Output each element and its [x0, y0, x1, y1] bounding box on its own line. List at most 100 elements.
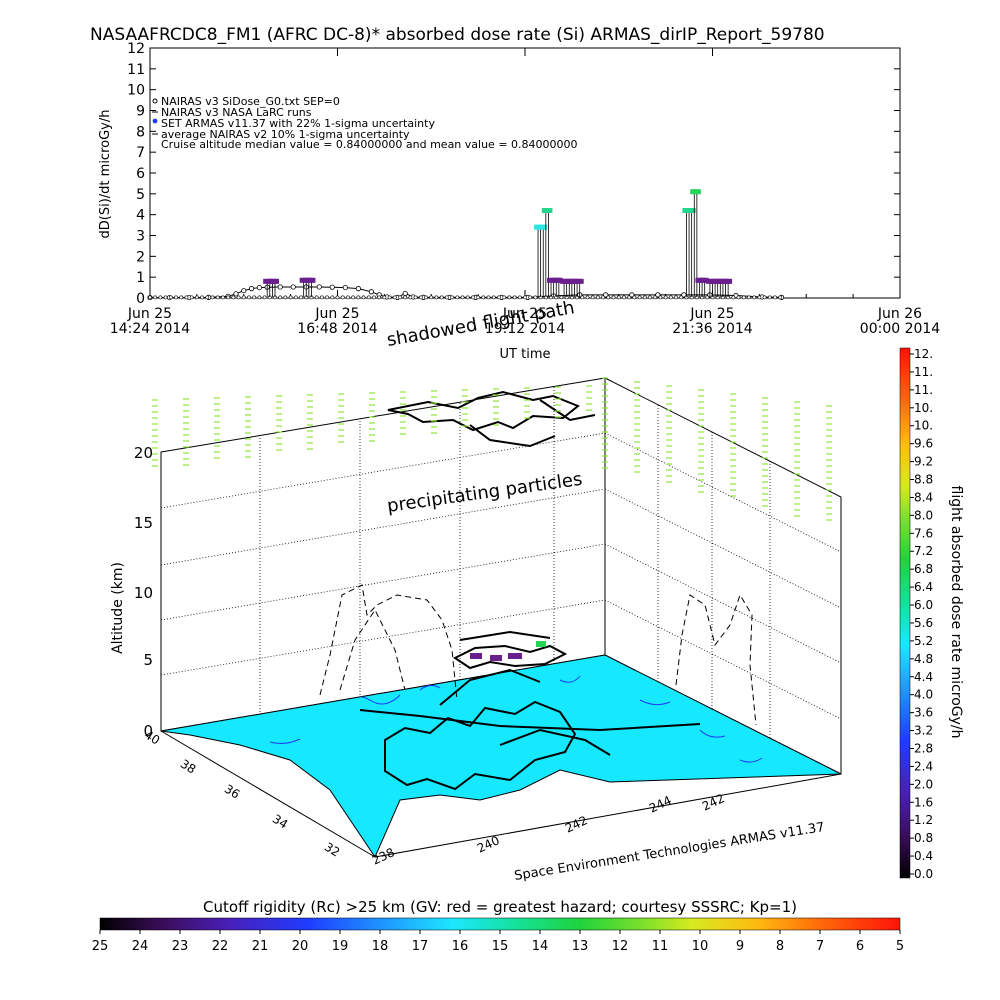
nairas-baseline-point	[200, 295, 204, 300]
colorbar-tick-label: 2.4	[914, 759, 933, 773]
colorbar-tick-label: 9.6	[914, 437, 933, 451]
colorbar-tick-label: 12	[612, 939, 629, 954]
nairas-point	[355, 286, 361, 292]
nairas-baseline-point	[377, 295, 382, 300]
x-tick-label: 16:48 2014	[297, 321, 378, 337]
nairas-baseline-point	[226, 295, 231, 300]
nairas-point	[402, 290, 408, 297]
colorbar-tick-label: 13	[572, 939, 589, 954]
colorbar-gradient	[899, 347, 911, 879]
nairas-baseline-point	[460, 295, 465, 300]
nairas-baseline-point	[179, 295, 184, 300]
legend-entry: average NAIRAS v2 10% 1-sigma uncertaint…	[161, 128, 410, 141]
nairas-point	[316, 284, 322, 290]
legend-entry: NAIRAS v3 NASA LaRC runs	[161, 106, 312, 119]
y-tick-label: 6	[136, 166, 145, 182]
legend-marker-armas	[152, 118, 158, 124]
colorbar-tick-label: 18	[372, 939, 389, 954]
nairas-baseline-point	[398, 295, 402, 300]
nairas-baseline-point	[658, 295, 663, 300]
nairas-baseline-point	[429, 295, 434, 300]
nairas-baseline-point	[361, 295, 366, 300]
chart-title: NASAAFRCDC8_FM1 (AFRC DC-8)* absorbed do…	[90, 25, 825, 45]
nairas-point	[329, 284, 335, 290]
nairas-baseline-point	[356, 295, 361, 300]
colorbar-tick-label: 12.	[914, 347, 933, 361]
nairas-baseline-point	[606, 295, 611, 300]
nairas-baseline-point	[585, 295, 590, 300]
legend-entry: SET ARMAS v11.37 with 22% 1-sigma uncert…	[161, 117, 435, 130]
nairas-baseline-point	[184, 295, 189, 300]
altitude-tick-label: 15	[134, 514, 153, 532]
nairas-baseline-point	[293, 295, 298, 300]
x-tick-label: 00:00 2014	[860, 321, 941, 337]
nairas-point	[681, 292, 687, 298]
nairas-baseline-point	[153, 295, 158, 300]
colorbar-tick-label: 9.2	[914, 455, 933, 469]
nairas-baseline-point	[507, 295, 512, 300]
armas-series	[263, 189, 733, 297]
colorbar-tick-label: 6.8	[914, 562, 933, 576]
nairas-baseline-point	[512, 295, 517, 300]
nairas-baseline-point	[168, 295, 173, 300]
nairas-baseline-point	[632, 295, 637, 300]
nairas-baseline-point	[408, 295, 413, 300]
colorbar-tick-label: 0.0	[914, 867, 933, 881]
latitude-tick-label: 38	[178, 757, 198, 777]
colorbar-gradient	[99, 917, 901, 931]
nairas-baseline-point	[622, 295, 626, 300]
colorbar-tick-label: 4.4	[914, 670, 933, 684]
plot-frame	[149, 47, 901, 299]
nairas-baseline-point	[486, 295, 491, 300]
x-tick-label: Jun 25	[689, 306, 734, 322]
nairas-baseline-point	[455, 295, 460, 300]
armas-point	[724, 278, 733, 284]
nairas-baseline-point	[674, 295, 678, 300]
colorbar-tick-label: 6.0	[914, 598, 933, 612]
x-tick-label: 14:24 2014	[110, 321, 191, 337]
colorbar-label: flight absorbed dose rate microGy/h	[948, 486, 964, 739]
nairas-baseline-point	[288, 295, 293, 300]
nairas-baseline-point	[283, 295, 288, 300]
y-tick-label: 10	[127, 83, 145, 99]
annotation-software-credit: Space Environment Technologies ARMAS v11…	[513, 820, 825, 884]
nairas-baseline-point	[434, 295, 439, 300]
nairas-baseline-point	[231, 295, 236, 300]
nairas-baseline-point	[194, 295, 199, 300]
colorbar-tick-label: 8	[776, 939, 784, 954]
colorbar-tick-label: 8.4	[914, 490, 933, 504]
nairas-baseline-point	[424, 295, 428, 300]
nairas-point	[603, 292, 609, 298]
colorbar-tick-label: 11.	[914, 365, 933, 379]
nairas-baseline-point	[627, 295, 632, 300]
x-tick-label: Jun 25	[127, 306, 172, 322]
nairas-baseline-point	[533, 295, 538, 300]
armas-point	[307, 277, 316, 283]
nairas-point	[277, 284, 283, 290]
nairas-baseline-point	[158, 295, 163, 300]
nairas-baseline-point	[346, 295, 350, 300]
cutoff-rigidity-map	[160, 654, 842, 859]
nairas-baseline-point	[648, 295, 652, 300]
longitude-tick-label: 242	[563, 813, 590, 835]
cutoff-rigidity-colorbar: Cutoff rigidity (Rc) >25 km (GV: red = g…	[92, 898, 904, 954]
nairas-baseline-point	[752, 295, 757, 300]
x-tick-label: 19:12 2014	[485, 321, 566, 337]
nairas-baseline-point	[247, 295, 251, 300]
colorbar-tick-label: 1.2	[914, 813, 933, 827]
legend-entry: NAIRAS v3 SiDose_G0.txt SEP=0	[161, 95, 340, 108]
armas-point	[700, 277, 709, 283]
colorbar-tick-label: 7.2	[914, 544, 933, 558]
altitude-tick-labels: 0 5 10 15 20	[134, 444, 153, 740]
altitude-grid-ticks	[152, 377, 832, 521]
nairas-baseline-point	[418, 295, 423, 300]
nairas-baseline-point	[351, 295, 356, 300]
nairas-baseline-point	[299, 295, 303, 300]
latitude-tick-labels: 40 38 36 34 32	[142, 728, 342, 860]
nairas-point	[248, 286, 255, 292]
colorbar-tick-label: 16	[452, 939, 469, 954]
latitude-tick-label: 34	[270, 812, 290, 832]
colorbar-tick-label: 11.	[914, 383, 933, 397]
armas-point	[554, 277, 563, 283]
